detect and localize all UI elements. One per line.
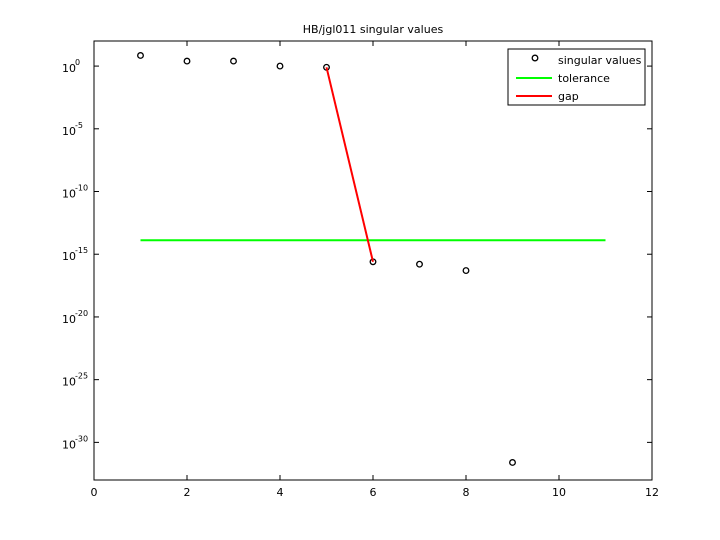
y-tick-exponent: -30 xyxy=(75,434,88,443)
y-tick-exponent: 0 xyxy=(75,58,80,67)
y-tick-label: 10 xyxy=(62,313,76,326)
legend-label: singular values xyxy=(558,54,642,67)
series-line xyxy=(325,67,374,263)
y-tick-exponent: -15 xyxy=(75,246,88,255)
y-tick-exponent: -5 xyxy=(75,121,83,130)
x-tick-label: 10 xyxy=(552,486,566,499)
x-tick-label: 2 xyxy=(184,486,191,499)
marker xyxy=(137,52,144,59)
y-tick-label: 10 xyxy=(62,250,76,263)
x-tick-label: 8 xyxy=(463,486,470,499)
y-tick-exponent: -25 xyxy=(75,372,88,381)
x-tick-label: 0 xyxy=(91,486,98,499)
chart-title: HB/jgl011 singular values xyxy=(303,23,444,36)
y-tick-exponent: -20 xyxy=(75,309,88,318)
y-tick-label: 10 xyxy=(62,188,76,201)
marker xyxy=(509,459,516,466)
marker xyxy=(276,62,284,70)
legend-label: gap xyxy=(558,90,579,103)
x-tick-label: 4 xyxy=(277,486,284,499)
x-tick-label: 6 xyxy=(370,486,377,499)
marker xyxy=(462,267,470,274)
marker xyxy=(230,57,237,65)
y-tick-label: 10 xyxy=(62,62,76,75)
y-tick-label: 10 xyxy=(62,376,76,389)
marker xyxy=(416,260,423,268)
y-tick-exponent: -10 xyxy=(75,184,88,193)
y-tick-label: 10 xyxy=(62,125,76,138)
legend-label: tolerance xyxy=(558,72,610,85)
marker xyxy=(183,57,191,65)
legend-marker xyxy=(531,54,539,62)
x-tick-label: 12 xyxy=(645,486,659,499)
y-tick-label: 10 xyxy=(62,438,76,451)
